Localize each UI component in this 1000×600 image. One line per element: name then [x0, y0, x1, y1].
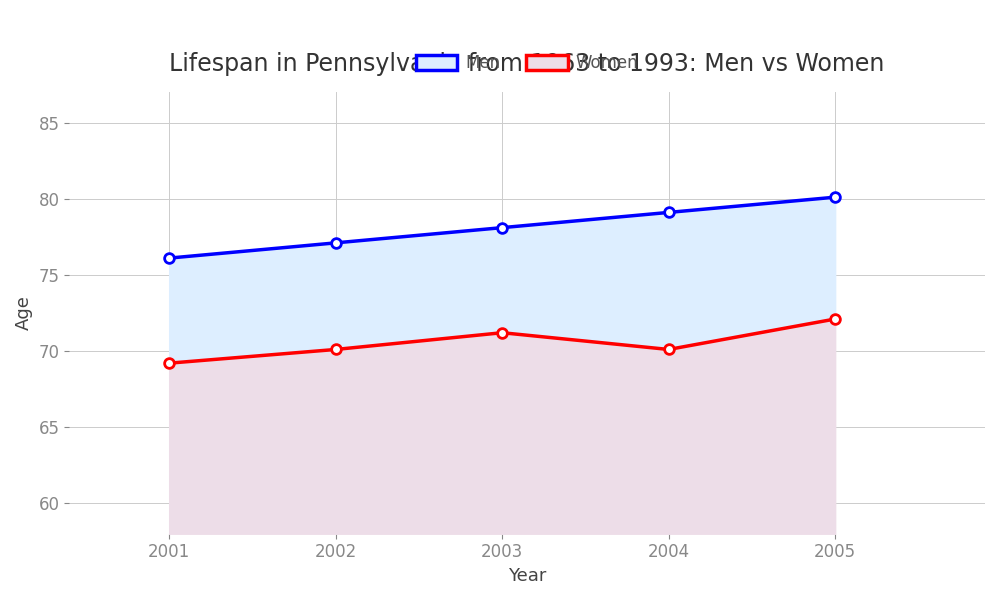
X-axis label: Year: Year [508, 567, 546, 585]
Title: Lifespan in Pennsylvania from 1963 to 1993: Men vs Women: Lifespan in Pennsylvania from 1963 to 19… [169, 52, 885, 76]
Legend: Men, Women: Men, Women [409, 47, 645, 79]
Y-axis label: Age: Age [15, 295, 33, 331]
